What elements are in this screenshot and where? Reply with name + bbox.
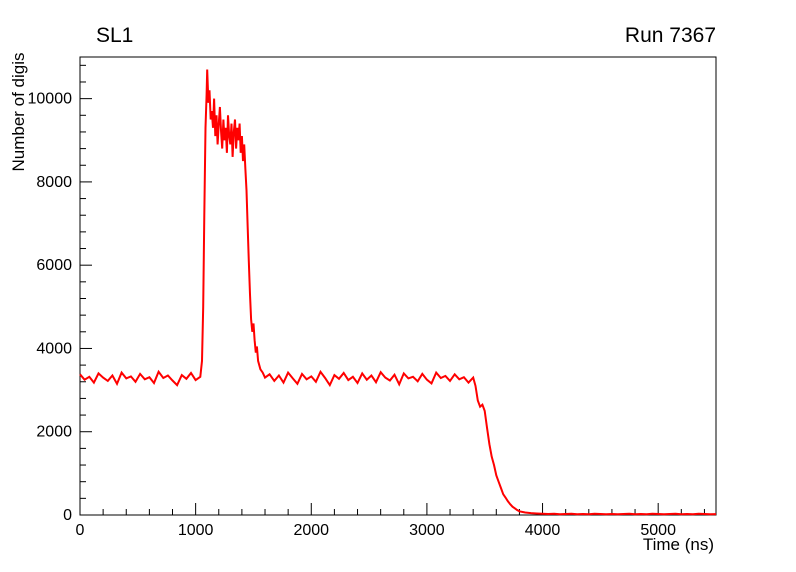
x-tick-label: 0 [76, 522, 85, 539]
run-number-label: Run 7367 [625, 24, 716, 47]
x-axis-title: Time (ns) [643, 535, 714, 554]
plot-frame [79, 56, 717, 516]
x-tick-label: 1000 [178, 522, 214, 539]
data-series-line [79, 69, 717, 516]
chart-generated-layer: 0 1000 2000 3000 4000 5000 0 2000 4000 6000 8000 10… [28, 56, 717, 539]
y-tick-label: 6000 [36, 257, 72, 274]
x-tick-label: 5000 [640, 522, 676, 539]
y-tick-label: 10000 [28, 91, 73, 108]
y-tick-label: 8000 [36, 174, 72, 191]
x-tick-label: 3000 [409, 522, 445, 539]
plot-title: SL1 [96, 24, 133, 47]
y-axis-title: Number of digis [9, 52, 28, 171]
y-tick-label: 2000 [36, 424, 72, 441]
y-tick-label: 4000 [36, 340, 72, 357]
y-tick-label: 0 [63, 507, 72, 524]
x-tick-label: 4000 [525, 522, 561, 539]
x-tick-label: 2000 [293, 522, 329, 539]
